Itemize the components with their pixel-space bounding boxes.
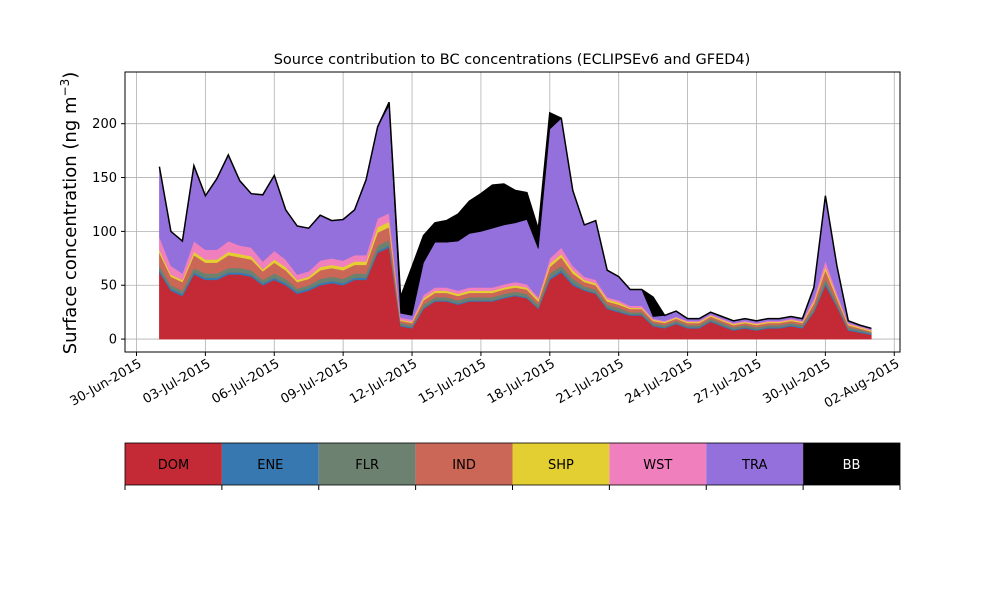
legend-swatch-tra — [706, 443, 804, 485]
y-tick-label: 50 — [100, 279, 117, 294]
y-axis-label-superscript: −3 — [58, 79, 72, 97]
chart-title: Source contribution to BC concentrations… — [274, 52, 751, 68]
total-outline — [158, 101, 872, 330]
y-tick-label: 100 — [92, 225, 117, 240]
y-axis-label: Surface concentration (ng m−3) — [58, 72, 81, 355]
y-tick-label: 200 — [92, 117, 117, 132]
plot-frame — [124, 71, 901, 353]
y-tick-label: 150 — [92, 171, 117, 186]
stacked-areas — [158, 101, 872, 340]
legend-label-wst: WST — [643, 458, 672, 473]
y-axis-label-main: Surface concentration (ng m — [60, 96, 81, 354]
legend-colorbar: DOM ENE FLR IND SHP WST TRA BB — [124, 442, 901, 490]
legend-label-ind: IND — [452, 458, 476, 473]
legend-label-flr: FLR — [355, 458, 379, 473]
legend-swatch-dom — [125, 443, 222, 485]
legend-swatch-ene — [221, 443, 319, 485]
legend-label-ene: ENE — [257, 458, 283, 473]
legend-label-dom: DOM — [158, 458, 189, 473]
legend-swatch-flr — [318, 443, 416, 485]
legend-swatch-ind — [415, 443, 513, 485]
y-axis-label-close: ) — [60, 72, 81, 79]
y-tick-label: 0 — [109, 333, 117, 348]
legend-label-bb: BB — [843, 458, 861, 473]
legend-label-shp: SHP — [548, 458, 574, 473]
legend-label-tra: TRA — [741, 458, 767, 473]
legend-swatch-bb — [803, 443, 900, 485]
legend-swatch-wst — [609, 443, 707, 485]
legend-swatch-shp — [512, 443, 610, 485]
